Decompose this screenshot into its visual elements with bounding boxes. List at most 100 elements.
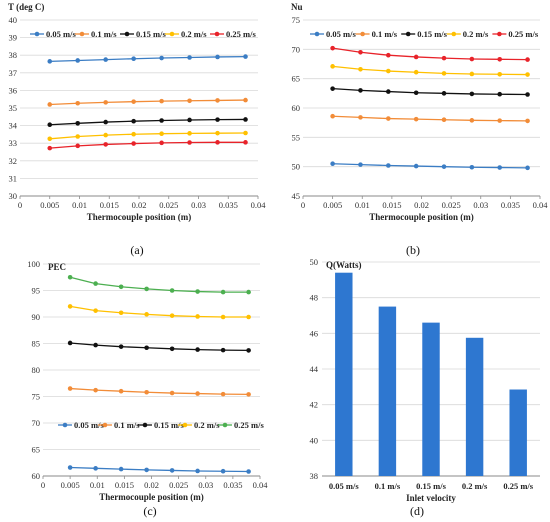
data-point [75,100,81,106]
panel-caption: (d) [410,504,424,518]
data-point [413,116,419,122]
legend-entry: 0.1 m/s [114,420,140,430]
data-point [246,348,251,353]
y-tick-label: 36 [9,85,18,95]
y-tick-label: 33 [9,138,18,148]
series-line-3 [49,132,246,140]
legend-entry: 0.15 m/s [136,29,166,39]
chart-panel-0: 30 31 32 33 34 35 36 37 38 39 40 0 0.005 0.01 0.015 0.0… [8,2,266,257]
data-point [469,164,475,170]
series-line-3 [70,305,249,318]
legend-entry: 0.2 m/s [181,29,207,39]
legend-marker [214,31,220,37]
y-tick-label: 45 [292,191,301,201]
data-point [118,284,124,290]
data-point [330,113,335,119]
x-tick-label: 0.1 m/s [375,481,401,491]
data-point [169,390,175,396]
panel-caption: (a) [130,243,143,257]
data-point [67,340,73,346]
legend-marker [451,31,457,37]
x-tick-label: 0.2 m/s [462,481,488,491]
data-point [386,89,391,94]
x-tick-label: 0.03 [473,200,488,210]
data-point [131,118,136,124]
data-point [144,467,149,473]
x-tick-label: 0.02 [414,200,429,210]
y-tick-label: 34 [9,121,18,131]
bar [378,306,397,476]
x-tick-label: 0.02 [144,480,159,490]
data-point [246,314,251,320]
legend-entry: 0.25 m/s [508,29,538,39]
data-point [243,130,248,136]
legend-entry: 0.05 m/s [46,29,76,39]
data-point [159,55,164,61]
x-tick-label: 0.005 [61,480,80,490]
data-point [144,286,149,292]
legend-marker [314,31,320,37]
data-point [215,117,220,122]
data-point [243,117,248,122]
series-line-1 [332,115,528,122]
legend-entry: 0.15 m/s [154,420,184,430]
y-tick-label: 32 [9,156,18,166]
series-line-2 [332,87,528,96]
bar [465,337,484,476]
y-tick-label: 80 [32,365,41,375]
data-point [47,102,53,107]
x-axis-label: Thermocouple position (m) [99,492,204,502]
panel-caption: (b) [406,243,420,257]
data-point [215,54,220,60]
data-point [525,72,530,77]
y-tick-label: 44 [310,364,319,374]
y-tick-label: 50 [292,162,301,172]
y-tick-label: 65 [292,74,301,84]
data-point [497,118,503,123]
y-tick-label: 39 [9,33,18,43]
data-point [67,386,73,391]
data-point [144,345,149,351]
data-point [441,164,447,169]
data-point [215,140,220,145]
data-point [47,59,53,64]
series-line-2 [49,118,246,126]
x-tick-label: 0.04 [253,480,269,490]
legend-marker [360,31,365,37]
legend-marker [142,422,148,428]
data-point [358,88,363,93]
legend-entry: 0.25 m/s [234,420,264,430]
chart-panel-3: 38 40 42 44 46 48 50 0.05 m/s 0.1 m/s 0.15 m/s 0.2… [310,257,540,518]
data-point [497,165,503,170]
data-point [118,466,124,472]
data-point [75,143,81,149]
y-axis-label: Nu [291,2,303,12]
x-tick-label: 0.035 [219,200,238,210]
data-point [75,58,81,63]
data-point [497,57,503,62]
x-tick-label: 0 [301,200,305,210]
x-tick-label: 0.035 [501,200,520,210]
data-point [330,161,335,167]
data-point [246,469,251,474]
y-tick-label: 40 [310,435,319,445]
data-point [103,142,108,147]
data-point [215,98,220,103]
y-tick-label: 35 [9,103,18,113]
data-point [413,69,419,75]
panel-caption: (c) [143,504,156,518]
y-tick-label: 38 [9,50,18,60]
data-point [169,313,175,318]
data-point [159,140,164,146]
y-axis-label: Q(Watts) [326,260,362,270]
data-point [469,118,475,123]
y-tick-label: 95 [32,286,41,296]
data-point [75,134,81,139]
series-line-1 [49,99,246,106]
data-point [525,165,530,171]
data-point [497,91,503,97]
x-tick-label: 0.04 [251,200,267,210]
data-point [195,391,200,396]
data-point [220,289,226,295]
x-tick-label: 0.15 m/s [416,481,446,491]
